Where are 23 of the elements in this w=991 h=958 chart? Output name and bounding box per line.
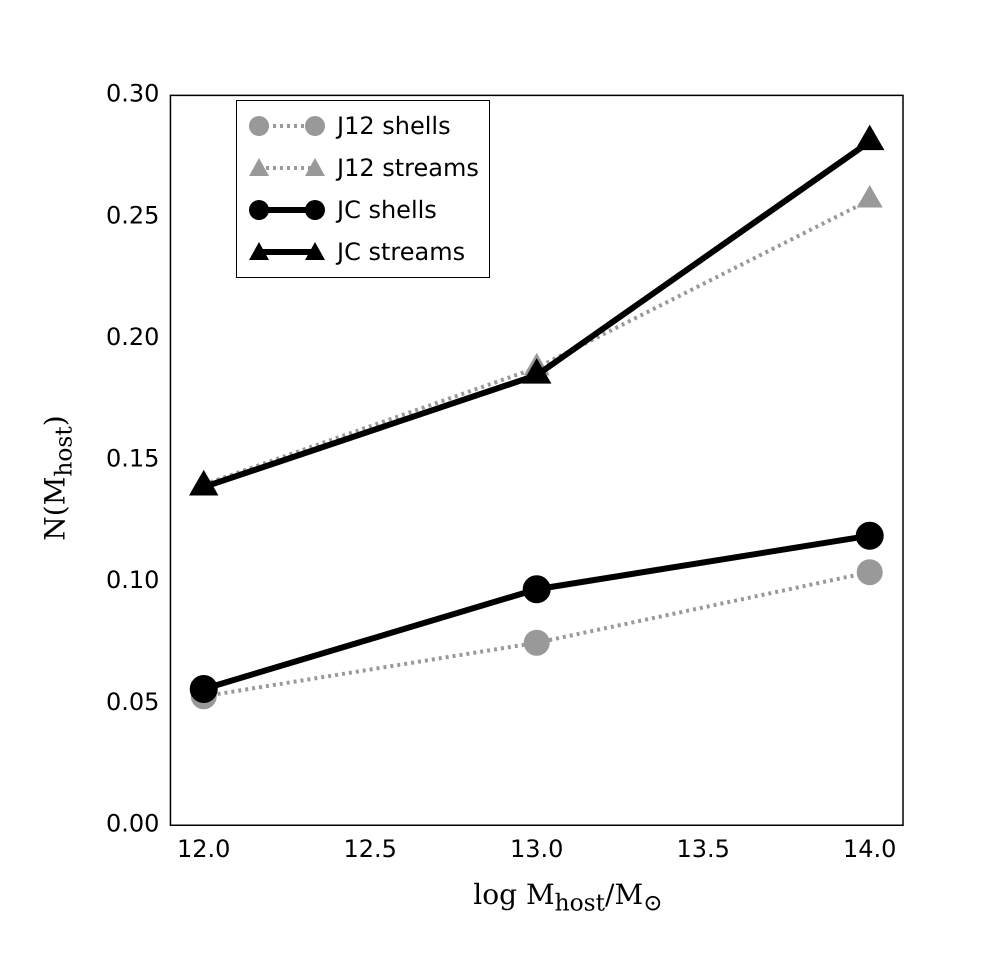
point [524, 630, 550, 656]
x-tick-label: 12.5 [344, 834, 397, 863]
point [522, 575, 551, 604]
y-tick-label: 0.30 [106, 80, 160, 108]
x-tick-label: 13.5 [676, 834, 730, 863]
legend-label: JC streams [337, 238, 466, 266]
x-tick-label: 14.0 [842, 834, 896, 863]
y-tick-label: 0.10 [106, 566, 160, 594]
legend-label: JC shells [337, 196, 437, 224]
point [856, 559, 883, 586]
legend-label: J12 shells [337, 112, 451, 140]
y-tick-label: 0.15 [106, 444, 160, 473]
point [190, 674, 218, 703]
y-tick-label: 0.25 [106, 201, 160, 230]
x-tick-label: 12.0 [177, 834, 230, 863]
legend-label: J12 streams [337, 154, 479, 182]
point [856, 522, 884, 550]
point [858, 187, 882, 208]
y-tick-label: 0.00 [106, 809, 160, 838]
x-axis-title: log M$_{host}$/M$_{⊙}$ [473, 878, 663, 917]
y-tick-label: 0.05 [106, 688, 160, 716]
x-tick-label: 13.0 [510, 834, 564, 863]
y-tick-label: 0.20 [106, 322, 160, 351]
